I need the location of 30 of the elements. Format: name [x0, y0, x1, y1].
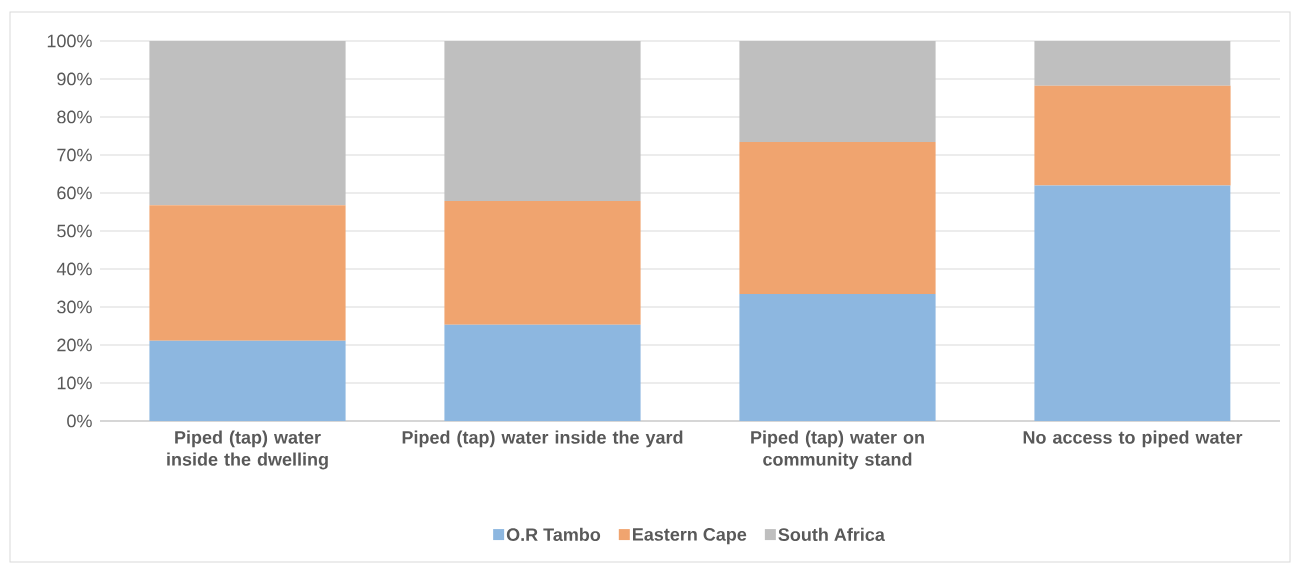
bar	[149, 41, 346, 206]
y-tick-label: 60%	[57, 186, 92, 200]
y-tick-label: 80%	[57, 110, 92, 124]
x-tick-label: Piped (tap) water inside the dwelling	[167, 430, 328, 470]
y-tick-label: 20%	[57, 338, 92, 352]
x-tick-label: Piped (tap) water on community stand	[751, 430, 924, 470]
y-tick-label: 30%	[57, 300, 92, 314]
bar	[444, 41, 641, 201]
legend-label: O.R Tambo	[506, 527, 601, 542]
y-tick-label: 100%	[47, 34, 92, 48]
bar	[444, 324, 641, 421]
bar	[1034, 185, 1231, 421]
bar	[444, 200, 641, 325]
bar	[739, 294, 936, 421]
legend-label: South Africa	[778, 527, 885, 542]
legend-label: Eastern Cape	[633, 528, 747, 545]
bar	[149, 340, 346, 421]
bar	[1034, 41, 1231, 86]
bar	[739, 41, 936, 143]
y-tick-label: 40%	[56, 262, 92, 276]
y-tick-label: 10%	[57, 376, 92, 390]
x-tick-label: No access to piped water	[1023, 430, 1243, 448]
y-tick-label: 0%	[67, 414, 92, 428]
y-tick-label: 90%	[57, 72, 92, 86]
y-tick-label: 70%	[57, 148, 92, 162]
bar	[149, 205, 346, 341]
x-tick-label: Piped (tap) water inside the yard	[402, 430, 683, 448]
bar	[1034, 85, 1231, 186]
bar	[739, 142, 936, 295]
y-tick-label: 50%	[57, 224, 92, 238]
